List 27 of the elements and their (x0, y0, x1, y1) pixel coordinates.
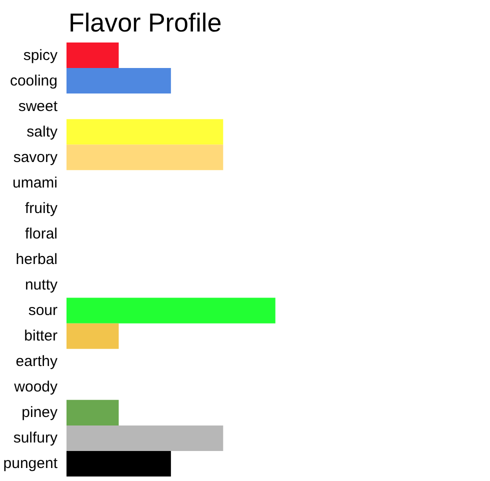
bar (66, 68, 171, 94)
y-tick-label: umami (12, 174, 58, 192)
y-tick-label: woody (13, 378, 58, 396)
bar (66, 144, 224, 170)
y-tick-label: nutty (24, 276, 58, 294)
bar (66, 450, 171, 476)
y-tick-label: herbal (16, 251, 58, 268)
bar (66, 323, 119, 349)
y-tick-label: savory (13, 148, 58, 166)
bar (66, 400, 119, 426)
bar (66, 119, 224, 145)
y-tick-label: pungent (3, 455, 58, 472)
bar (66, 42, 119, 68)
y-tick-label: cooling (10, 72, 58, 90)
y-tick-label: floral (24, 225, 58, 242)
bar (66, 298, 276, 324)
y-tick-label: piney (22, 404, 58, 422)
chart-title: Flavor Profile (68, 8, 222, 38)
bar (66, 425, 224, 451)
y-tick-label: fruity (24, 200, 58, 217)
y-tick-label: sweet (18, 98, 58, 115)
y-tick-label: earthy (16, 353, 58, 370)
y-tick-label: sulfury (13, 430, 58, 447)
y-tick-label: salty (26, 123, 58, 140)
y-tick-label: bitter (24, 328, 58, 345)
y-tick-label: sour (28, 302, 58, 320)
y-tick-label: spicy (23, 46, 58, 64)
